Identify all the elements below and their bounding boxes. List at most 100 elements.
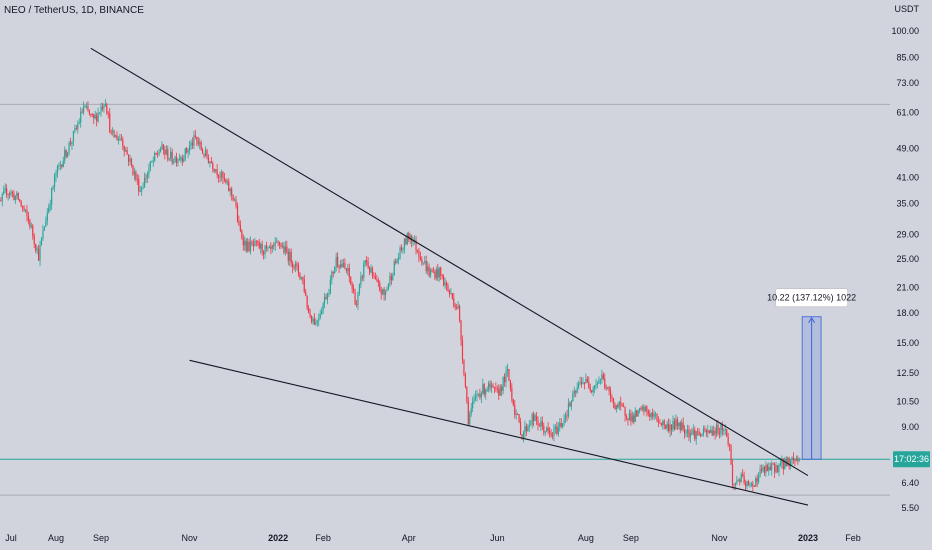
candle-body [68, 142, 70, 153]
candle [321, 307, 323, 315]
candle [744, 479, 747, 491]
candle-body [400, 247, 403, 250]
candle-body [294, 263, 297, 268]
candle-body [122, 139, 124, 146]
candle-body [32, 225, 34, 236]
candle [94, 110, 96, 120]
candle-body [67, 152, 69, 157]
candle-body [232, 194, 234, 200]
candle [390, 272, 392, 286]
candle [695, 430, 697, 445]
candle-body [646, 406, 648, 412]
candle [538, 423, 541, 427]
candle-body [222, 172, 224, 179]
candle [114, 134, 117, 138]
candle [669, 419, 671, 437]
candle [566, 410, 568, 422]
candle [389, 272, 391, 287]
candle-body [213, 168, 215, 172]
candle-body [217, 175, 220, 178]
candle [123, 145, 125, 157]
candle-body [598, 379, 600, 384]
candle-body [13, 193, 15, 201]
candle [593, 385, 596, 394]
candle [104, 99, 106, 108]
candle-body [647, 411, 649, 415]
candle-body [628, 413, 631, 421]
candle-body [254, 241, 256, 246]
candle [681, 419, 683, 432]
candle-body [325, 296, 327, 300]
candle-body [650, 412, 652, 417]
candle-body [117, 138, 120, 141]
trendline-lower[interactable] [189, 359, 809, 506]
candle [315, 318, 317, 326]
candle-body [202, 149, 204, 154]
candle-body [210, 161, 212, 164]
candle-body [392, 275, 394, 281]
candle [617, 402, 619, 409]
candle-body [22, 205, 24, 208]
candle-body [695, 431, 697, 440]
candle [640, 405, 642, 412]
candle-body [753, 486, 755, 487]
candle-body [589, 387, 591, 391]
x-tick-label: Jun [490, 533, 505, 543]
candle-body [398, 257, 400, 260]
candle [701, 433, 703, 437]
candle [778, 463, 780, 477]
candle [29, 218, 31, 230]
candle-body [88, 110, 90, 114]
candle-body [705, 429, 707, 433]
candle-body [321, 311, 323, 315]
candle-body [348, 268, 350, 277]
candle-body [592, 388, 594, 392]
candle [183, 155, 185, 163]
trendline-upper[interactable] [90, 47, 809, 477]
candle-body [421, 259, 423, 264]
candle-body [257, 241, 259, 243]
trendlines-layer[interactable] [90, 47, 809, 506]
time-axis[interactable]: Jul Aug Sep Nov 2022 Feb Apr Jun Aug Sep Nov 2023 Fe… [5, 533, 861, 543]
candle [164, 145, 166, 160]
candle-body [72, 130, 75, 142]
candle [515, 409, 517, 420]
candle [222, 171, 224, 184]
candle [615, 404, 617, 413]
candle-body [453, 298, 455, 307]
candle [196, 136, 198, 146]
candle-body [48, 207, 50, 213]
candle [740, 472, 742, 483]
candle [184, 148, 186, 162]
measure-tool[interactable]: 10.22 (137.12%) 1022 [767, 288, 856, 460]
candle [217, 174, 220, 183]
price-axis[interactable]: 100.00 85.00 73.00 61.00 49.00 41.00 35.00 29.0… [891, 26, 930, 513]
candle-body [65, 149, 67, 157]
candle [306, 295, 308, 311]
x-tick-label: Jul [5, 533, 17, 543]
candle-body [364, 260, 366, 264]
candle-body [656, 414, 658, 422]
candle-body [533, 414, 535, 421]
candle [634, 407, 636, 423]
candle [524, 420, 526, 439]
last-price-badge[interactable] [893, 451, 930, 468]
candle [694, 426, 696, 442]
candle [596, 381, 599, 389]
candle [207, 154, 210, 164]
candle-body [103, 105, 105, 109]
candle-body [731, 464, 734, 485]
candle [476, 389, 478, 402]
candle [33, 233, 35, 249]
candle-body [177, 159, 179, 163]
candle-body [133, 171, 135, 175]
candle [353, 284, 355, 294]
y-tick-label: 25.00 [896, 254, 919, 264]
candle-body [37, 248, 40, 261]
candle-body [480, 393, 482, 398]
candle-body [78, 122, 80, 125]
candle [32, 223, 34, 240]
candle-body [547, 427, 549, 432]
